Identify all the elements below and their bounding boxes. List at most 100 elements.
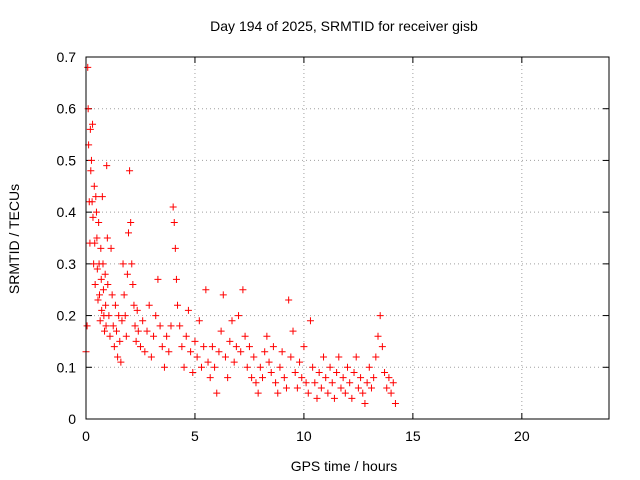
data-point (110, 343, 118, 351)
data-point (215, 348, 223, 356)
data-point (99, 260, 107, 268)
data-point (95, 218, 103, 226)
data-point (387, 389, 395, 397)
data-point (106, 332, 114, 340)
data-point (341, 389, 349, 397)
grid-lines (86, 57, 609, 419)
data-point (335, 353, 343, 361)
data-point (101, 270, 109, 278)
data-point (184, 306, 192, 314)
data-point (365, 363, 373, 371)
x-tick-label: 5 (191, 428, 199, 444)
data-point (302, 379, 310, 387)
data-point (115, 312, 123, 320)
data-point (107, 244, 115, 252)
y-tick-label: 0.3 (57, 256, 77, 272)
data-point (97, 244, 105, 252)
data-point (152, 312, 160, 320)
data-point (89, 120, 97, 128)
data-point (311, 379, 319, 387)
axis-ticks: 0 0.1 0.2 0.3 0.4 0.5 0.6 0.7 0 5 10 15 20 (57, 49, 609, 444)
data-point (315, 368, 323, 376)
data-point (280, 374, 288, 382)
x-axis-label: GPS time / hours (291, 458, 398, 474)
data-point (193, 353, 201, 361)
data-point (256, 363, 264, 371)
data-point (322, 374, 330, 382)
data-point (156, 322, 164, 330)
data-point (313, 394, 321, 402)
data-point (265, 358, 273, 366)
data-point (182, 332, 190, 340)
data-point (269, 343, 277, 351)
x-tick-label: 15 (405, 428, 421, 444)
data-point (206, 374, 214, 382)
data-point (317, 384, 325, 392)
data-point (204, 358, 212, 366)
data-point (237, 348, 245, 356)
data-point (121, 312, 129, 320)
data-point (147, 353, 155, 361)
data-point (169, 203, 177, 211)
data-point (150, 332, 158, 340)
chart-title: Day 194 of 2025, SRMTID for receiver gis… (210, 18, 478, 34)
data-point (98, 193, 106, 201)
data-point (88, 198, 96, 206)
data-point (372, 353, 380, 361)
data-point (296, 358, 304, 366)
data-point (263, 332, 271, 340)
data-point (361, 399, 369, 407)
data-point (241, 332, 249, 340)
data-point (171, 244, 179, 252)
data-point (189, 368, 197, 376)
data-point (274, 389, 282, 397)
data-point (167, 322, 175, 330)
data-point (113, 327, 121, 335)
data-point (367, 384, 375, 392)
data-point (354, 384, 362, 392)
data-point (333, 368, 341, 376)
data-point (165, 348, 173, 356)
data-point (226, 337, 234, 345)
data-point (221, 353, 229, 361)
data-point (145, 301, 153, 309)
data-point (102, 322, 110, 330)
data-point (92, 208, 100, 216)
data-point (357, 374, 365, 382)
y-tick-label: 0.5 (57, 152, 77, 168)
data-point (127, 218, 135, 226)
data-point (131, 322, 139, 330)
data-point (128, 260, 136, 268)
y-tick-label: 0.4 (57, 204, 77, 220)
data-point (91, 281, 99, 289)
data-point (359, 389, 367, 397)
data-point (208, 343, 216, 351)
data-point (213, 389, 221, 397)
data-point (83, 322, 91, 330)
data-point (90, 182, 98, 190)
data-point (134, 327, 142, 335)
data-point (114, 353, 122, 361)
data-point (378, 343, 386, 351)
data-point (200, 343, 208, 351)
data-point (291, 368, 299, 376)
data-point (202, 286, 210, 294)
data-point (160, 363, 168, 371)
data-point (103, 234, 111, 242)
data-point (300, 343, 308, 351)
data-point (141, 348, 149, 356)
data-point (89, 213, 97, 221)
data-point (96, 291, 104, 299)
data-point (320, 353, 328, 361)
data-point (339, 374, 347, 382)
data-point (324, 389, 332, 397)
data-point (108, 291, 116, 299)
data-point (224, 374, 232, 382)
data-point (93, 234, 101, 242)
data-point (385, 374, 393, 382)
data-point (197, 363, 205, 371)
data-point (96, 317, 104, 325)
data-point (219, 291, 227, 299)
data-point (211, 363, 219, 371)
data-point (235, 312, 243, 320)
